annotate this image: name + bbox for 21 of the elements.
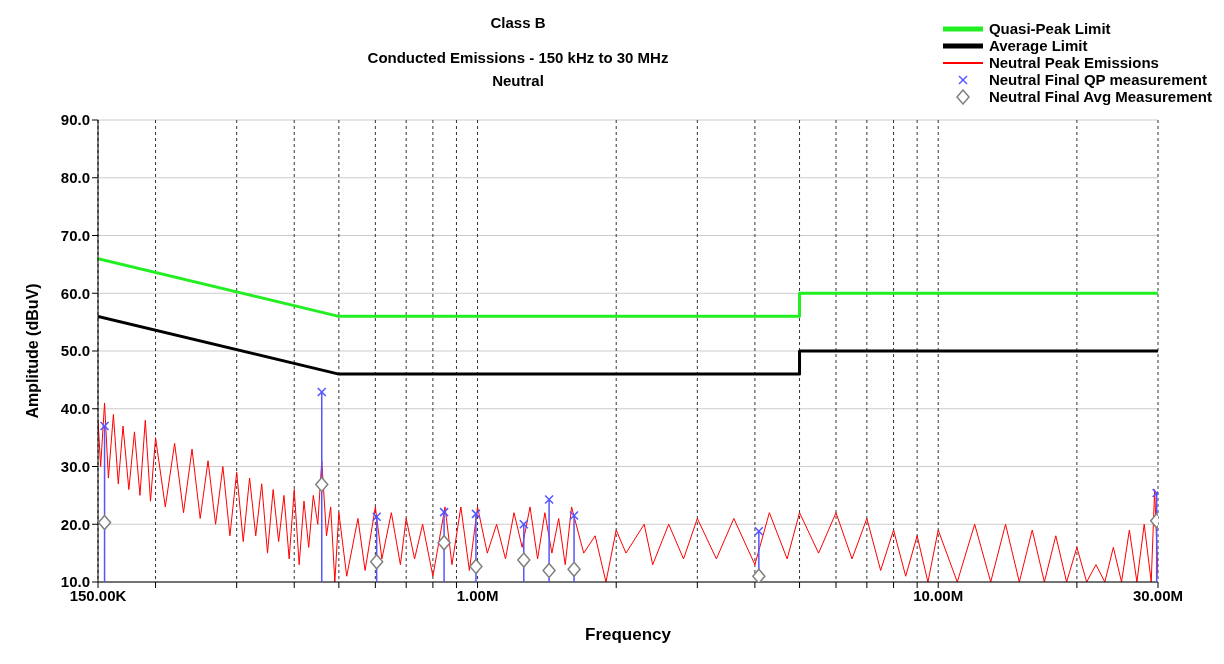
y-axis-title: Amplitude (dBuV) (23, 283, 41, 419)
legend-label: Neutral Final QP measurement (988, 71, 1208, 88)
legend-label: Average Limit (988, 37, 1088, 54)
y-tick-label: 40.0 (60, 400, 90, 418)
y-tick-label: 90.0 (60, 111, 90, 129)
y-tick-label: 20.0 (60, 515, 90, 533)
x-tick-label: 1.00M (456, 586, 499, 604)
x-tick-label: 10.00M (913, 586, 964, 604)
text: Neutral (491, 72, 545, 89)
y-tick-label: 70.0 (60, 226, 90, 244)
legend-label: Neutral Peak Emissions (988, 54, 1159, 71)
y-tick-label: 80.0 (60, 169, 90, 187)
x-tick-label: 30.00M (1132, 586, 1184, 604)
legend-label: Quasi-Peak Limit (988, 20, 1111, 37)
legend-label: Neutral Final Avg Measurement (988, 88, 1212, 105)
y-tick-label: 50.0 (60, 342, 90, 360)
chart-subtitle: Conducted Emissions - 150 kHz to 30 MHz (366, 49, 670, 66)
y-tick-label: 30.0 (60, 457, 90, 475)
chart-title: Class B (489, 14, 547, 31)
x-axis-title: Frequency (585, 625, 672, 644)
y-tick-label: 60.0 (60, 284, 90, 302)
